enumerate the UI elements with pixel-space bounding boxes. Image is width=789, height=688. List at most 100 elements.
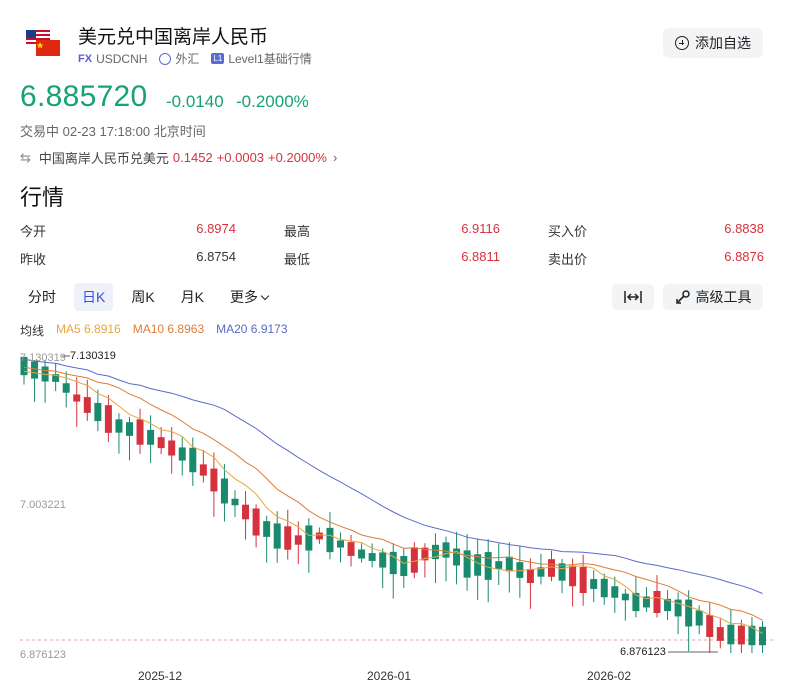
candle-body: [653, 590, 661, 614]
candle-body: [199, 464, 207, 476]
tab-more[interactable]: 更多: [222, 283, 276, 311]
candle-body: [505, 556, 513, 572]
candle-body: [716, 627, 724, 641]
candle-body: [73, 394, 81, 402]
candle-body: [642, 596, 650, 608]
candle-body: [368, 553, 376, 561]
fit-width-icon: [624, 291, 642, 303]
candle-body: [62, 383, 70, 393]
candle-body: [263, 521, 271, 537]
tab-monthly-k[interactable]: 月K: [180, 289, 205, 305]
stat-open-label: 今开: [20, 224, 47, 239]
tab-daily-k[interactable]: 日K: [74, 283, 114, 311]
candle-body: [611, 586, 619, 598]
candle-body: [126, 422, 133, 436]
advanced-tools-label: 高级工具: [695, 289, 752, 305]
y-axis-label-max: 7.130319: [20, 352, 66, 364]
ma-legend: 均线 MA5 6.8916 MA10 6.8963 MA20 6.9173: [20, 322, 300, 339]
add-watchlist-button[interactable]: 添加自选: [663, 28, 763, 58]
ma-legend-label: 均线: [20, 324, 45, 338]
symbol-code: USDCNH: [96, 51, 148, 66]
stat-prev-close-value: 6.8754: [196, 249, 236, 264]
globe-icon: [159, 52, 172, 65]
candle-body: [220, 478, 228, 504]
candle-body: [189, 447, 197, 473]
ma20-value: MA20 6.9173: [216, 322, 288, 336]
candle-body: [389, 551, 397, 575]
candle-body: [410, 547, 418, 573]
candle-body: [548, 559, 555, 577]
stat-high-label: 最高: [284, 224, 311, 239]
current-price: 6.885720: [20, 80, 148, 113]
candle-body: [495, 561, 503, 569]
candle-body: [600, 578, 608, 598]
candle-body: [632, 592, 640, 612]
category-tag: 外汇: [159, 50, 199, 67]
stat-low-value: 6.8811: [461, 249, 500, 264]
candle-body: [442, 542, 450, 558]
candle-body: [748, 625, 756, 646]
stat-open-value: 6.8974: [196, 221, 236, 236]
symbol-tag: FX USDCNH: [78, 52, 147, 66]
candle-body: [147, 429, 155, 445]
x-axis-label-jan: 2026-01: [367, 669, 411, 683]
tab-more-label: 更多: [230, 289, 259, 305]
chevron-down-icon: [260, 291, 270, 301]
x-axis-label-dec: 2025-12: [138, 669, 182, 683]
candle-body: [759, 626, 766, 646]
ma20-line: [23, 358, 763, 594]
candle-body: [104, 405, 112, 433]
advanced-tools-button[interactable]: 高级工具: [663, 284, 763, 310]
candle-body: [326, 527, 334, 553]
candle-body: [83, 397, 91, 413]
swap-icon: ⇆: [20, 149, 31, 165]
candle-body: [315, 532, 323, 540]
candle-body: [685, 599, 693, 627]
candle-body: [569, 565, 577, 587]
candle-body: [453, 548, 461, 566]
tab-intraday[interactable]: 分时: [28, 289, 56, 305]
tab-weekly-k[interactable]: 周K: [131, 289, 155, 305]
candle-body: [621, 593, 629, 601]
x-axis-label-feb: 2026-02: [587, 669, 631, 683]
candle-body: [695, 610, 703, 626]
ma10-value: MA10 6.8963: [132, 322, 205, 336]
candle-body: [231, 498, 239, 506]
fit-width-button[interactable]: [612, 284, 654, 310]
category-label: 外汇: [175, 52, 200, 66]
candle-body: [337, 540, 344, 548]
us-cn-flag-icon: [26, 30, 60, 56]
candle-body: [273, 523, 281, 549]
inverse-quote-link[interactable]: ⇆ 中国离岸人民币兑美元 0.1452 +0.0003 +0.2000% ›: [20, 148, 337, 167]
add-watchlist-label: 添加自选: [695, 35, 751, 51]
candle-body: [737, 625, 745, 645]
stat-high-value: 6.9116: [461, 221, 500, 236]
price-change: -0.0140: [166, 92, 224, 111]
candle-body: [484, 552, 492, 580]
section-title: 行情: [20, 185, 65, 210]
level-tag: L1 Level1基础行情: [211, 50, 312, 67]
candle-body: [31, 361, 39, 379]
inverse-change-pct: +0.2000%: [268, 150, 327, 165]
candle-body: [210, 468, 218, 492]
candle-body: [52, 374, 60, 382]
stat-bid-value: 6.8838: [724, 221, 764, 236]
trade-status: 交易中 02-23 17:18:00 北京时间: [20, 124, 206, 139]
candle-body: [242, 504, 250, 520]
candle-body: [157, 437, 165, 449]
candle-body: [252, 508, 260, 536]
candlestick-chart[interactable]: 7.130319 7.003221 6.876123 7.130319 6.87…: [0, 340, 789, 688]
page-title: 美元兑中国离岸人民币: [78, 27, 269, 48]
level-badge: L1: [211, 53, 225, 64]
candle-body: [294, 535, 302, 545]
fx-badge: FX: [78, 52, 93, 65]
candle-body: [431, 544, 439, 560]
candle-body: [136, 419, 144, 445]
candle-body: [400, 555, 408, 577]
plus-circle-icon: [675, 36, 689, 50]
candle-body: [379, 552, 387, 568]
ma5-value: MA5 6.8916: [56, 322, 121, 336]
candle-body: [421, 547, 429, 561]
candle-body: [115, 419, 123, 433]
ma10-line: [23, 366, 763, 621]
